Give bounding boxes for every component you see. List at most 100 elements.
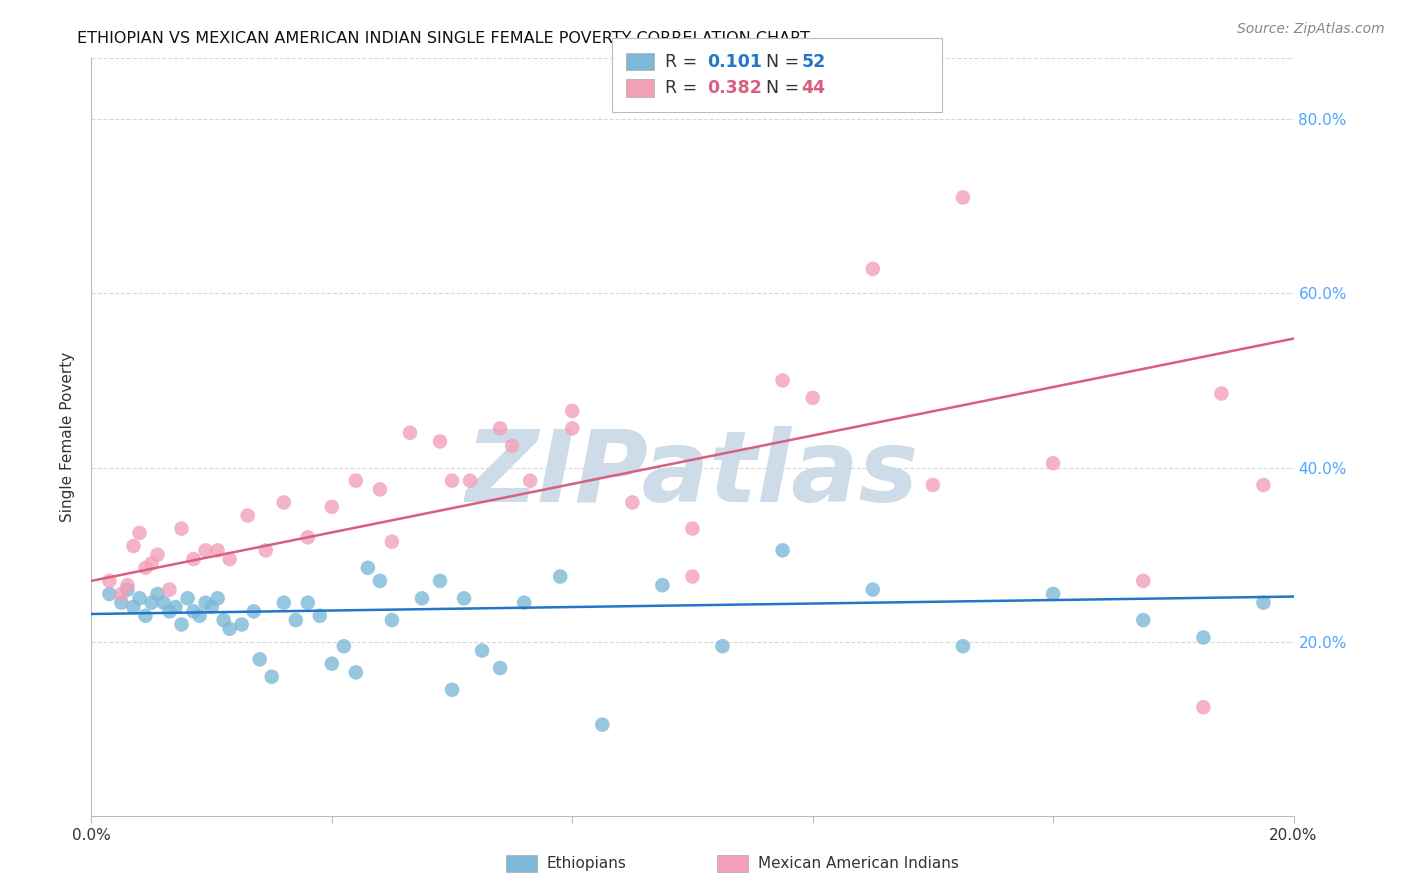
Point: [1253, 478, 1275, 492]
Point: [249, 652, 271, 666]
Text: 0.382: 0.382: [707, 79, 762, 97]
Point: [98, 574, 121, 588]
Point: [489, 661, 512, 675]
Point: [194, 543, 217, 558]
Point: [651, 578, 673, 592]
Point: [1132, 613, 1154, 627]
Point: [368, 574, 391, 588]
Point: [458, 474, 481, 488]
Point: [399, 425, 422, 440]
Point: [146, 548, 169, 562]
Point: [117, 578, 139, 592]
Point: [254, 543, 277, 558]
Point: [952, 639, 974, 653]
Point: [297, 596, 319, 610]
Point: [260, 670, 283, 684]
Text: N =: N =: [755, 53, 804, 70]
Text: ETHIOPIAN VS MEXICAN AMERICAN INDIAN SINGLE FEMALE POVERTY CORRELATION CHART: ETHIOPIAN VS MEXICAN AMERICAN INDIAN SIN…: [77, 31, 810, 46]
Point: [411, 591, 433, 606]
Point: [134, 561, 156, 575]
Point: [471, 643, 494, 657]
Point: [381, 534, 404, 549]
Point: [561, 421, 583, 435]
Y-axis label: Single Female Poverty: Single Female Poverty: [60, 352, 76, 522]
Point: [117, 582, 139, 597]
Text: R =: R =: [665, 79, 703, 97]
Point: [110, 587, 132, 601]
Point: [1042, 587, 1064, 601]
Point: [440, 474, 463, 488]
Point: [231, 617, 253, 632]
Point: [621, 495, 644, 509]
Point: [183, 552, 205, 566]
Point: [321, 657, 343, 671]
Text: Source: ZipAtlas.com: Source: ZipAtlas.com: [1237, 22, 1385, 37]
Point: [170, 522, 193, 536]
Point: [519, 474, 541, 488]
Point: [297, 530, 319, 544]
Point: [128, 525, 150, 540]
Point: [218, 552, 240, 566]
Point: [333, 639, 356, 653]
Point: [561, 404, 583, 418]
Point: [194, 596, 217, 610]
Point: [1192, 700, 1215, 714]
Point: [344, 665, 367, 680]
Point: [165, 600, 187, 615]
Point: [152, 596, 174, 610]
Point: [188, 608, 211, 623]
Point: [681, 569, 703, 583]
Point: [273, 495, 295, 509]
Point: [1132, 574, 1154, 588]
Point: [1192, 631, 1215, 645]
Point: [681, 522, 703, 536]
Point: [453, 591, 475, 606]
Point: [801, 391, 824, 405]
Point: [440, 682, 463, 697]
Point: [489, 421, 512, 435]
Point: [381, 613, 404, 627]
Point: [242, 604, 264, 618]
Point: [862, 261, 884, 276]
Point: [201, 600, 224, 615]
Point: [170, 617, 193, 632]
Text: R =: R =: [665, 53, 703, 70]
Point: [176, 591, 198, 606]
Point: [98, 587, 121, 601]
Text: Ethiopians: Ethiopians: [547, 856, 627, 871]
Text: 0.101: 0.101: [707, 53, 762, 70]
Point: [134, 608, 156, 623]
Text: N =: N =: [755, 79, 804, 97]
Point: [429, 574, 451, 588]
Text: 52: 52: [801, 53, 825, 70]
Point: [1042, 456, 1064, 470]
Point: [513, 596, 536, 610]
Point: [1211, 386, 1233, 401]
Point: [207, 591, 229, 606]
Point: [141, 557, 163, 571]
Point: [207, 543, 229, 558]
Point: [308, 608, 330, 623]
Point: [548, 569, 571, 583]
Point: [212, 613, 235, 627]
Point: [772, 543, 794, 558]
Point: [344, 474, 367, 488]
Point: [218, 622, 240, 636]
Point: [952, 190, 974, 204]
Point: [922, 478, 945, 492]
Point: [183, 604, 205, 618]
Text: ZIPatlas: ZIPatlas: [465, 426, 920, 524]
Point: [1253, 596, 1275, 610]
Text: Mexican American Indians: Mexican American Indians: [758, 856, 959, 871]
Point: [862, 582, 884, 597]
Point: [128, 591, 150, 606]
Point: [110, 596, 132, 610]
Point: [429, 434, 451, 449]
Point: [122, 600, 145, 615]
Point: [591, 717, 613, 731]
Point: [711, 639, 734, 653]
Point: [501, 439, 523, 453]
Point: [141, 596, 163, 610]
Point: [368, 483, 391, 497]
Point: [284, 613, 307, 627]
